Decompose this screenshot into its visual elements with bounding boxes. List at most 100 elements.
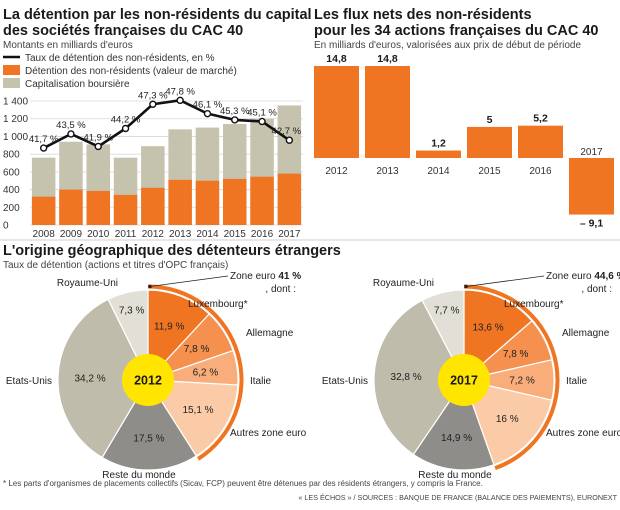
eurozone-arc (463, 284, 560, 471)
chart1-subtitle: Montants en milliards d'euros (3, 40, 133, 51)
chart1-ticks: 0 200 400 600 800 1 000 1 200 1 400 2008 2009 2010… (3, 97, 301, 241)
rate-point (285, 136, 294, 144)
pie-slice-value: 7,8 % (184, 344, 210, 355)
chart3-title: L'origine géographique des détenteurs ét… (3, 243, 341, 259)
flow-value-label: 14,8 (326, 53, 347, 65)
legend-holding-label: Détention des non-résidents (valeur de m… (25, 66, 237, 77)
flow-bar (569, 158, 614, 215)
eurozone-label: Zone euro 44,6 % (546, 271, 620, 282)
pie-slice (147, 289, 211, 382)
chart3-subtitle: Taux de détention (actions et titres d'O… (3, 260, 228, 271)
holding-bar (141, 187, 165, 225)
holding-bar (59, 189, 83, 225)
chart1-xtick-label: 2010 (87, 229, 110, 240)
pie-year-label: 2017 (450, 374, 478, 388)
chart1-ytick-label: 1 200 (3, 114, 28, 125)
holding-bar (31, 196, 56, 225)
pie-slice-value: 7,3 % (119, 305, 145, 316)
rate-label: 46,1 % (193, 100, 223, 111)
chart1-xtick-label: 2012 (142, 229, 165, 240)
flow-bar (518, 125, 563, 158)
pie-2012: 11,9 %7,8 % 6,2 % 15,1 % 17,5 % 34,2 % 7,3 % 2… (6, 271, 307, 481)
pie-slice (373, 299, 465, 456)
pie-center (122, 354, 174, 406)
pie-slice-value: 34,2 % (74, 373, 105, 384)
flow-year-label: 2015 (478, 166, 501, 177)
pie-label-allemagne: Allemagne (246, 328, 294, 339)
chart1-title-line1: La détention par les non-résidents du ca… (3, 7, 312, 23)
rate-point (176, 96, 184, 105)
pie-year-label: 2012 (134, 374, 162, 388)
chart1-xtick-label: 2008 (33, 229, 56, 240)
chart1-ytick-label: 0 (3, 221, 9, 232)
rate-label: 47,3 % (138, 90, 168, 101)
eurozone-leader-dot (464, 284, 468, 289)
rate-point (39, 144, 48, 152)
legend-gray-swatch (3, 78, 20, 88)
eurozone-leader-dot (148, 284, 152, 289)
chart1-xtick-label: 2015 (224, 229, 247, 240)
legend-rate-label: Taux de détention des non-résidents, en … (25, 53, 215, 64)
rate-point (231, 116, 239, 124)
pie-slice (101, 378, 198, 471)
holding-bar (86, 190, 110, 225)
holding-bar (277, 173, 302, 225)
pie-slice (412, 378, 495, 471)
flow-year-label: 2017 (580, 147, 603, 158)
legend-capitalisation-label: Capitalisation boursière (25, 79, 130, 90)
legend-orange-swatch (3, 65, 20, 75)
eurozone-suffix: , dont : (581, 284, 612, 295)
pie-slice (463, 289, 533, 382)
flow-value-label: 5,2 (533, 113, 548, 125)
rate-label: 43,5 % (56, 120, 86, 131)
chart2-flows: 14,8 2012 14,8 2013 1,2 2014 5 2015 5,2 2016 – 9,1… (314, 53, 614, 230)
pie-slice-value: 11,9 % (154, 322, 184, 333)
pie-label-etats-unis: Etats-Unis (322, 376, 368, 387)
chart1-title-line2: des sociétés françaises du CAC 40 (3, 23, 243, 39)
pie-label-reste-du-monde: Reste du monde (418, 470, 492, 481)
rate-label: 44,2 % (111, 115, 141, 126)
eurozone-arc (147, 284, 244, 461)
pie-center (438, 354, 490, 406)
flow-year-label: 2016 (529, 166, 552, 177)
pie-slice (57, 298, 149, 459)
rate-label: 45,1 % (247, 107, 277, 118)
flow-value-label: – 9,1 (580, 218, 604, 230)
pie-label-luxembourg: Luxembourg* (188, 299, 248, 310)
pie-label-italie: Italie (250, 376, 272, 387)
pie-label-autres: Autres zone euro (230, 428, 307, 439)
pie-label-reste-du-monde: Reste du monde (102, 470, 176, 481)
flow-year-label: 2013 (376, 166, 399, 177)
rate-point (94, 142, 102, 151)
rate-point (203, 109, 212, 118)
rate-point (121, 124, 130, 133)
chart1-ytick-label: 800 (3, 150, 20, 161)
pie-slice-value: 16 % (496, 414, 519, 425)
pie-label-autres: Autres zone euro (546, 428, 620, 439)
pie-2017: 13,6 % 7,8 % 7,2 % 16 % 14,9 % 32,8 % 7,7 % 201… (322, 271, 620, 481)
flow-bar (416, 150, 461, 158)
pie-slice-value: 14,9 % (441, 433, 472, 444)
pie-slice-value: 7,8 % (503, 349, 529, 360)
flow-value-label: 1,2 (431, 138, 446, 150)
pie-slice-value: 17,5 % (133, 433, 164, 444)
source-line: « LES ÉCHOS » / SOURCES : BANQUE DE FRAN… (298, 493, 617, 502)
chart1-ytick-label: 1 000 (3, 132, 28, 143)
chart1-ytick-label: 400 (3, 185, 20, 196)
eurozone-leader-line (149, 275, 229, 287)
pie-slice-value: 15,1 % (182, 405, 213, 416)
rate-label: 47,8 % (165, 86, 195, 97)
pie-slice-value: 7,2 % (509, 376, 535, 387)
pie-label-luxembourg: Luxembourg* (504, 299, 564, 310)
pie-label-etats-unis: Etats-Unis (6, 376, 52, 387)
chart1-bars (31, 105, 302, 225)
pie-label-allemagne: Allemagne (562, 328, 610, 339)
flow-value-label: 14,8 (377, 53, 398, 65)
pie-label-royaume-uni: Royaume-Uni (57, 278, 118, 289)
chart1-xtick-label: 2016 (251, 229, 274, 240)
flow-value-label: 5 (487, 114, 493, 126)
chart1-xtick-label: 2009 (60, 229, 83, 240)
flow-year-label: 2014 (427, 166, 450, 177)
